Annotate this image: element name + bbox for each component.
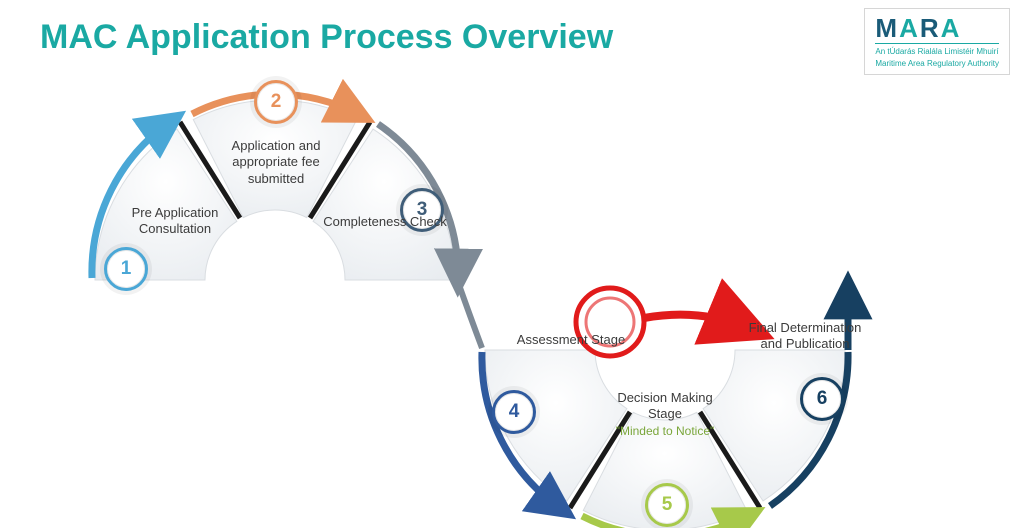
- step-6-number: 6: [800, 377, 844, 421]
- step-3-label: Completeness Check: [320, 214, 450, 230]
- step-5-label-text: Decision Making Stage: [617, 390, 712, 421]
- step-5-number: 5: [645, 483, 689, 527]
- step-6-label: Final Determination and Publication: [740, 320, 870, 353]
- highlight-arrow: [644, 315, 748, 328]
- step-4-number: 4: [492, 390, 536, 434]
- process-diagram: 1 2 3 4 5 6 Pre Application Consultation…: [0, 60, 1024, 528]
- connector-3-4: [458, 282, 482, 348]
- logo-wordmark: MARA: [875, 15, 999, 41]
- logo-subtitle-ga: An tÚdarás Rialála Limistéir Mhuirí: [875, 43, 999, 57]
- flow-svg: [0, 60, 1024, 528]
- step-5-sub: "Minded to Notice": [616, 424, 715, 438]
- step-2-label: Application and appropriate fee submitte…: [211, 138, 341, 187]
- page-title: MAC Application Process Overview: [40, 18, 613, 57]
- step-2-number: 2: [254, 80, 298, 124]
- step-5-label: Decision Making Stage "Minded to Notice": [600, 390, 730, 439]
- step-1-number: 1: [104, 247, 148, 291]
- step-1-label: Pre Application Consultation: [110, 205, 240, 238]
- step-4-label: Assessment Stage: [506, 332, 636, 348]
